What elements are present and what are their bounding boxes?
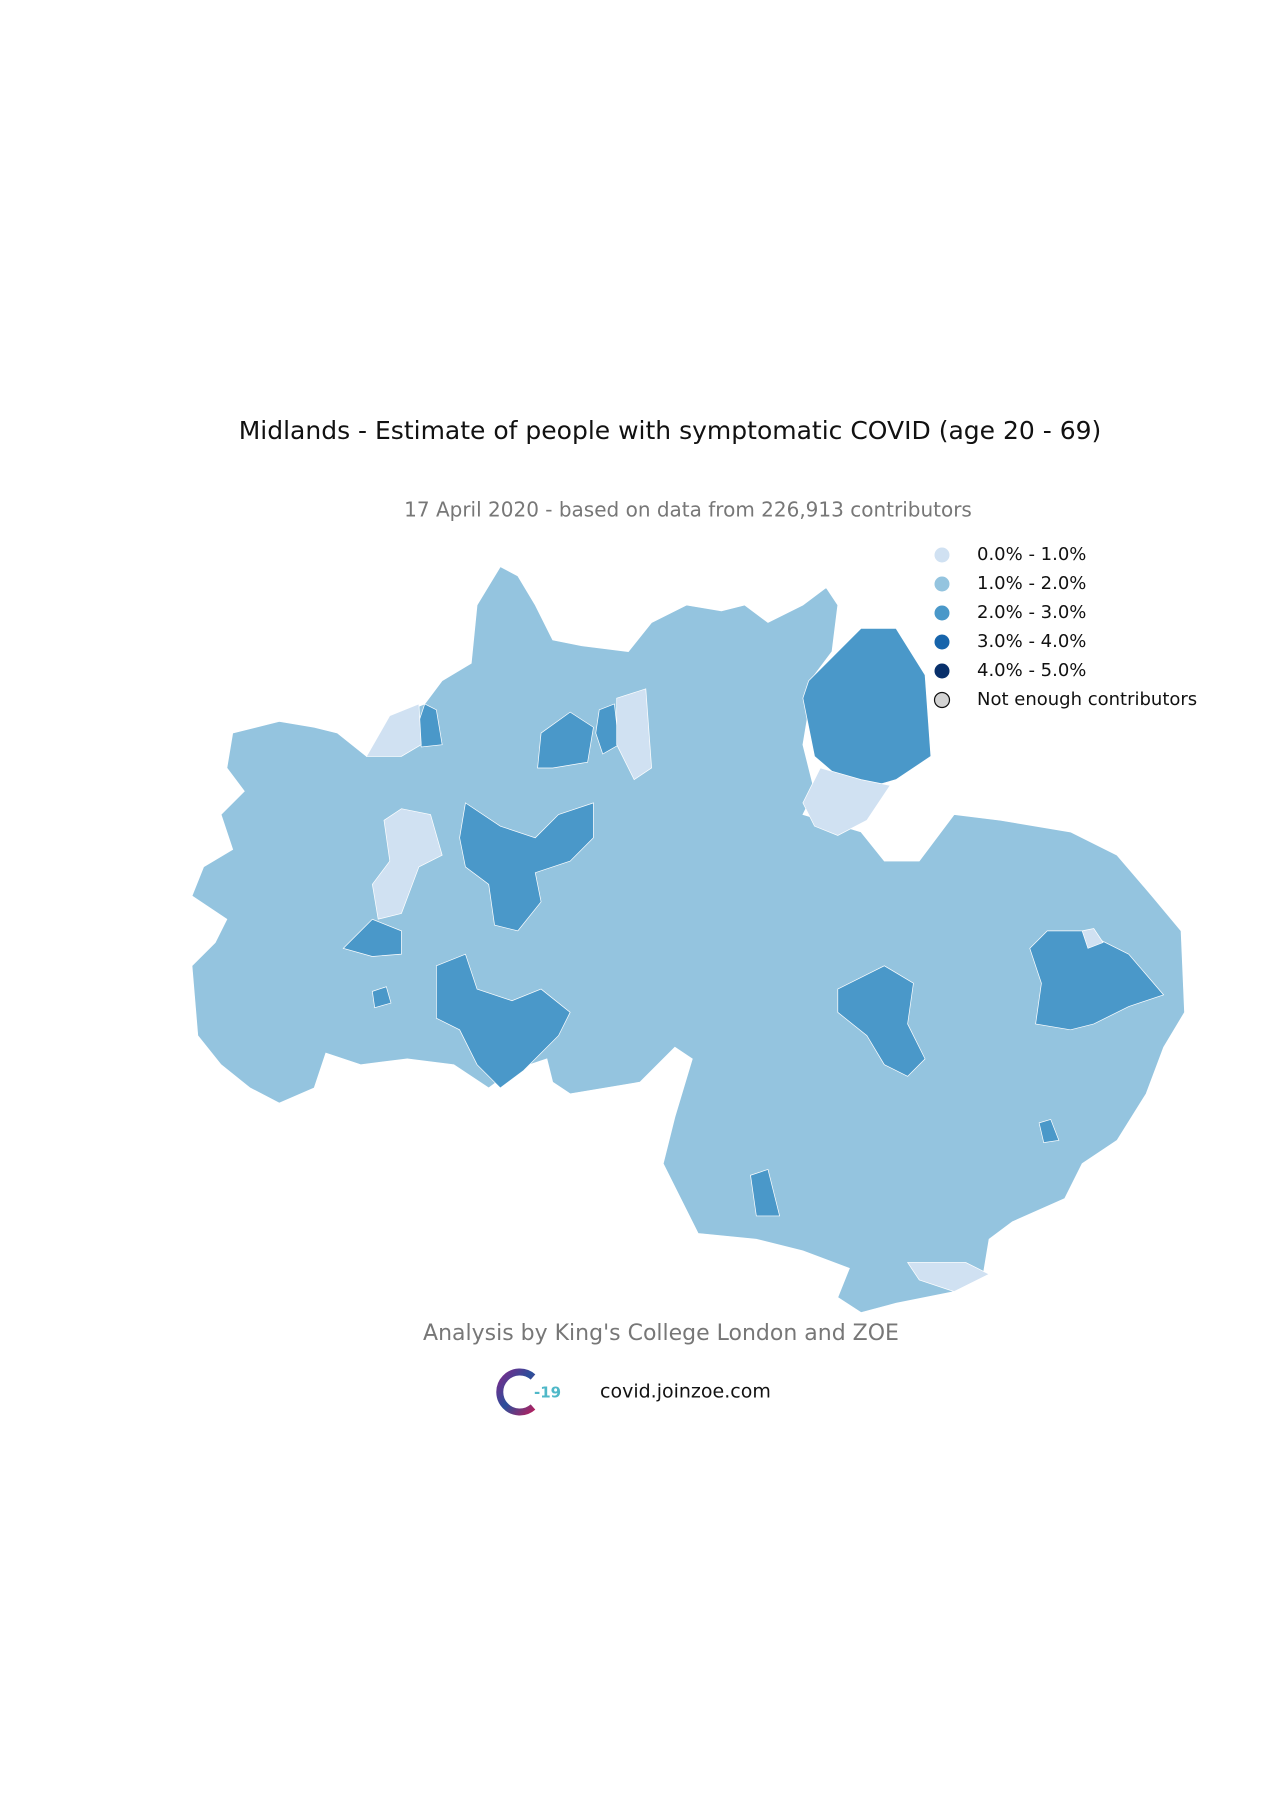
region [1029,930,1165,1031]
legend-label: 0.0% - 1.0% [977,544,1086,565]
region [459,802,594,932]
region [906,1262,990,1292]
region [436,953,571,1089]
legend-marker [934,576,950,592]
region [802,627,932,792]
region [750,1168,781,1217]
logo: -19 [496,1368,561,1416]
region [595,703,620,755]
url: covid.joinzoe.com [600,1381,771,1403]
legend-label: Not enough contributors [977,689,1197,710]
legend-label: 1.0% - 2.0% [977,573,1086,594]
logo-text: -19 [534,1384,561,1402]
title: Midlands - Estimate of people with sympt… [239,416,1102,445]
credit: Analysis by King's College London and ZO… [423,1321,899,1346]
region [365,703,422,757]
legend-marker [934,663,950,679]
region [1038,1118,1060,1144]
region [1081,928,1104,949]
legend-label: 4.0% - 5.0% [977,660,1086,681]
region [342,918,402,957]
logo-mark [496,1368,536,1416]
legend: 0.0% - 1.0% 1.0% - 2.0% 2.0% - 3.0% 3.0% - … [933,544,1197,710]
subtitle: 17 April 2020 - based on data from 226,9… [404,498,972,522]
legend-marker [934,634,950,650]
region [371,808,443,920]
legend-label: 2.0% - 3.0% [977,602,1086,623]
legend-marker [934,605,950,621]
region [837,965,926,1077]
map [191,566,1185,1313]
region [616,688,652,781]
region [191,566,1185,1313]
region [802,767,891,836]
legend-marker [934,547,950,563]
region [371,986,392,1009]
region [537,711,594,769]
legend-marker [933,691,951,709]
legend-label: 3.0% - 4.0% [977,631,1086,652]
